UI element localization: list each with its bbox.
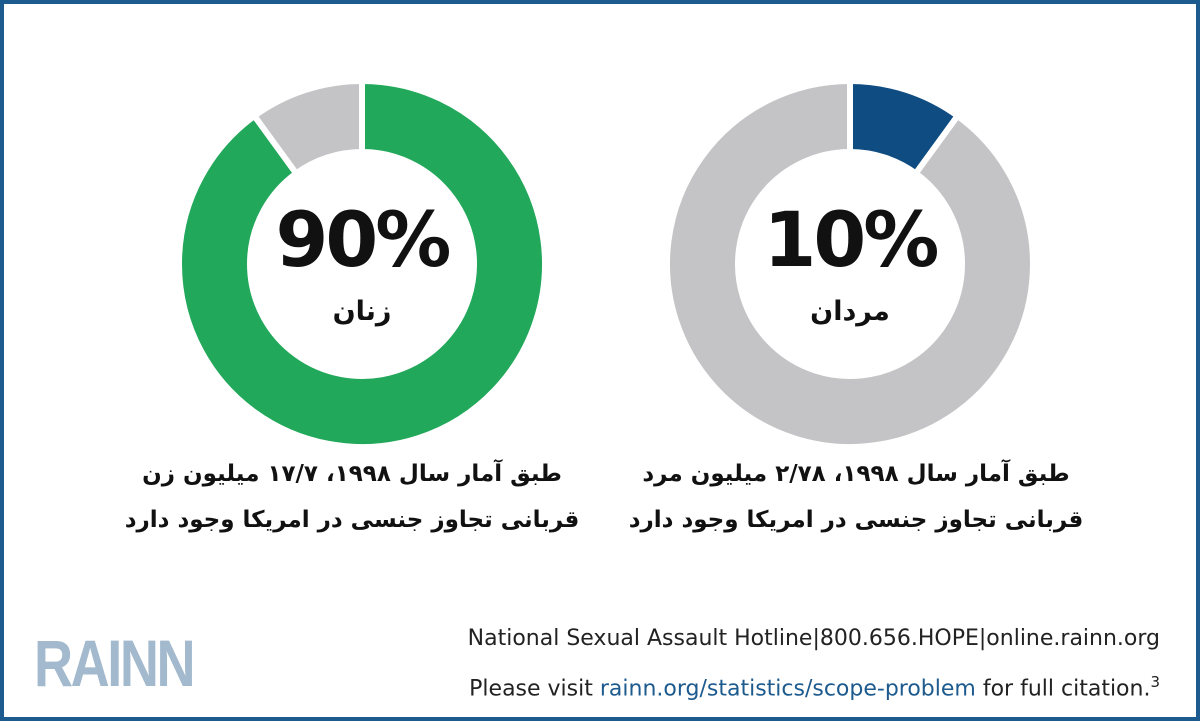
women-percentage: 90% <box>275 195 452 284</box>
footnote-marker: 3 <box>1150 673 1160 691</box>
hotline-phone[interactable]: 800.656.HOPE <box>819 626 979 651</box>
donut-slice-0-0 <box>176 77 548 450</box>
women-label: زنان <box>332 296 392 327</box>
women-caption-line-1: طبق آمار سال ۱۹۹۸، ۱۷/۷ میلیون زن <box>142 461 562 487</box>
hotline-line: National Sexual Assault Hotline|800.656.… <box>467 626 1160 651</box>
hotline-site[interactable]: online.rainn.org <box>986 626 1160 651</box>
citation-suffix: for full citation. <box>975 676 1151 702</box>
men-percentage: 10% <box>763 195 940 284</box>
men-caption: طبق آمار سال ۱۹۹۸، ۲/۷۸ میلیون مرد قربان… <box>626 451 1086 543</box>
hotline-label: National Sexual Assault Hotline <box>467 626 813 651</box>
donut-chart-men: 10% مردان <box>660 74 1040 454</box>
donut-slice-1-1 <box>664 77 1036 450</box>
donut-svg-men <box>664 77 1036 450</box>
citation-line: Please visit rainn.org/statistics/scope-… <box>469 673 1160 701</box>
rainn-logo: RAINN <box>34 626 196 700</box>
men-caption-line-1: طبق آمار سال ۱۹۹۸، ۲/۷۸ میلیون مرد <box>642 461 1070 487</box>
women-caption: طبق آمار سال ۱۹۹۸، ۱۷/۷ میلیون زن قربانی… <box>122 451 582 543</box>
men-caption-line-2: قربانی تجاوز جنسی در امریکا وجود دارد <box>628 507 1084 533</box>
donut-svg-women <box>176 77 548 450</box>
citation-prefix: Please visit <box>469 676 600 702</box>
women-caption-line-2: قربانی تجاوز جنسی در امریکا وجود دارد <box>124 507 580 533</box>
donut-chart-women: 90% زنان <box>172 74 552 454</box>
men-label: مردان <box>810 296 890 327</box>
donut-slice-0-1 <box>250 77 365 178</box>
citation-link[interactable]: rainn.org/statistics/scope-problem <box>599 676 976 702</box>
